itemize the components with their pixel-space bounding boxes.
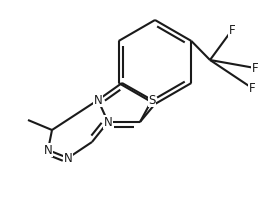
Text: F: F — [252, 61, 258, 74]
Text: N: N — [44, 143, 52, 156]
Text: S: S — [148, 94, 156, 107]
Text: N: N — [94, 94, 102, 107]
Text: F: F — [229, 23, 235, 36]
Text: F: F — [249, 82, 255, 94]
Text: N: N — [64, 151, 72, 164]
Text: N: N — [104, 115, 112, 128]
